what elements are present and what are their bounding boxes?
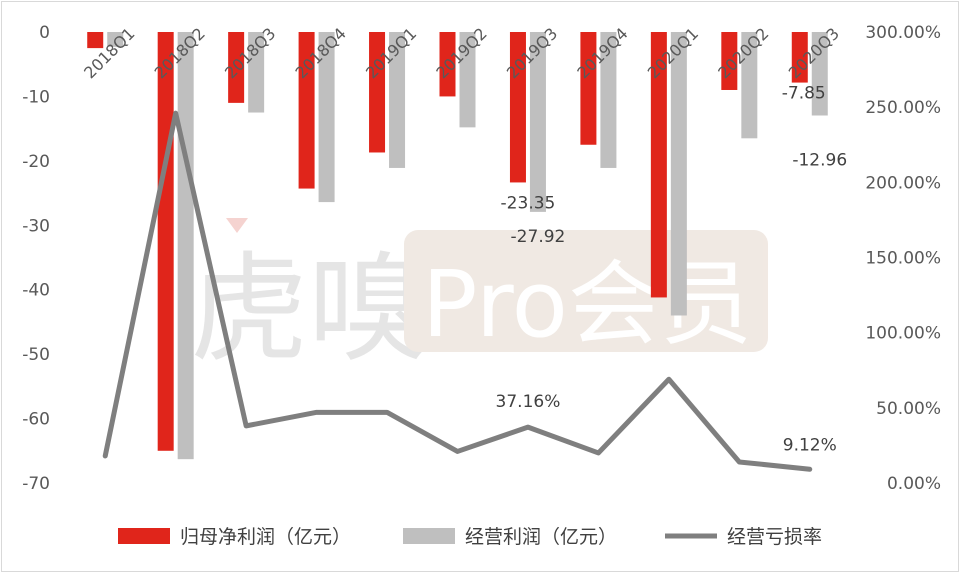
- bar-operating-profit: [389, 32, 406, 168]
- legend-label: 经营利润（亿元）: [465, 526, 617, 548]
- bar-operating-profit: [177, 32, 194, 460]
- y-right-tick-label: 250.00%: [865, 98, 941, 118]
- data-label: 9.12%: [783, 435, 837, 455]
- bar-operating-profit: [248, 32, 265, 113]
- data-label: -7.85: [782, 84, 826, 104]
- watermark-badge-text: Pro会员: [422, 251, 752, 358]
- bar-net-profit: [721, 32, 738, 90]
- bar-net-profit: [369, 32, 386, 153]
- data-labels: -23.35 -27.92 37.16% -7.85 -12.96 9.12%: [496, 84, 848, 456]
- bar-net-profit: [650, 32, 667, 298]
- y-left-tick-label: -50: [22, 345, 50, 365]
- y-right-tick-label: 200.00%: [865, 173, 941, 193]
- legend-label: 经营亏损率: [727, 526, 822, 548]
- bar-net-profit: [580, 32, 597, 145]
- y-left-tick-label: 0: [39, 23, 50, 43]
- y-left-tick-label: -60: [22, 410, 50, 430]
- bar-net-profit: [439, 32, 456, 97]
- bar-operating-profit: [529, 32, 546, 212]
- data-label: -12.96: [792, 150, 847, 170]
- line-series: [102, 110, 813, 472]
- data-label: -27.92: [511, 227, 566, 247]
- watermark-logo-text: 虎嗅: [190, 240, 426, 378]
- bar-net-profit: [791, 32, 808, 83]
- y-left-tick-label: -10: [22, 87, 50, 107]
- legend-label: 归母净利润（亿元）: [180, 526, 351, 548]
- bar-operating-profit: [600, 32, 617, 168]
- bar-operating-profit: [811, 32, 828, 116]
- bar-operating-profit: [459, 32, 476, 128]
- y-right-tick-label: 50.00%: [876, 399, 941, 419]
- watermark-mark-icon: [226, 218, 248, 233]
- y-right-tick-label: 300.00%: [865, 23, 941, 43]
- data-label: -23.35: [501, 193, 556, 213]
- line-operating-loss-rate: [102, 110, 813, 472]
- y-axis-right: 300.00% 250.00% 200.00% 150.00% 100.00% 50.00…: [865, 23, 941, 494]
- y-left-tick-label: -70: [22, 474, 50, 494]
- y-axis-left: 0 -10 -20 -30 -40 -50 -60 -70: [22, 23, 50, 494]
- bar-net-profit: [87, 32, 104, 49]
- bar-net-profit: [298, 32, 315, 189]
- bar-operating-profit: [670, 32, 687, 316]
- legend-swatch-bar: [403, 528, 455, 544]
- data-label: 37.16%: [496, 392, 561, 412]
- y-right-tick-label: 150.00%: [865, 249, 941, 269]
- y-left-tick-label: -40: [22, 281, 50, 301]
- legend: 归母净利润（亿元） 经营利润（亿元） 经营亏损率: [118, 526, 822, 548]
- legend-swatch-bar: [118, 528, 170, 544]
- bar-net-profit: [228, 32, 245, 103]
- bar-operating-profit: [741, 32, 758, 139]
- y-left-tick-label: -20: [22, 152, 50, 172]
- bar-operating-profit: [107, 32, 124, 47]
- y-left-tick-label: -30: [22, 216, 50, 236]
- bar-net-profit: [157, 32, 174, 451]
- y-right-tick-label: 0.00%: [887, 474, 941, 494]
- y-right-tick-label: 100.00%: [865, 324, 941, 344]
- bar-operating-profit: [318, 32, 335, 203]
- bar-net-profit: [509, 32, 526, 183]
